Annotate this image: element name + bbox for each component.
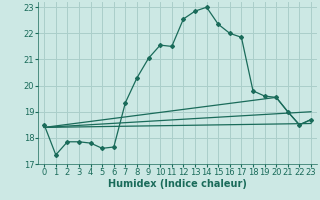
X-axis label: Humidex (Indice chaleur): Humidex (Indice chaleur) [108,179,247,189]
